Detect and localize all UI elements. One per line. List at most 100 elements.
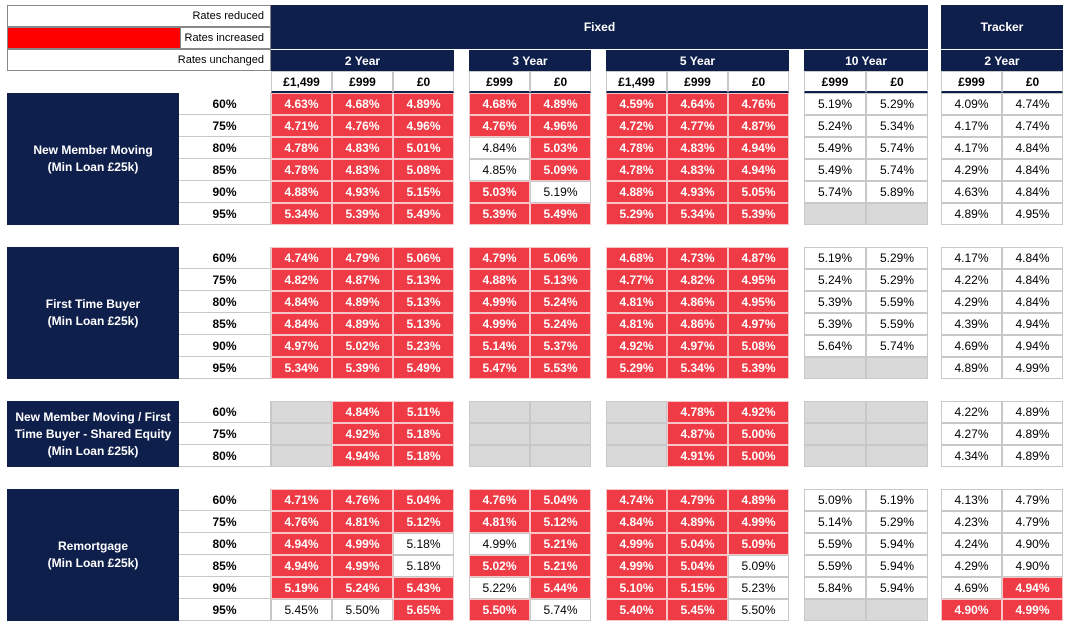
rate-cell-ten-0 [804, 357, 866, 379]
rate-cell-two-1: 4.99% [332, 555, 393, 577]
rate-cell-two-1: 4.94% [332, 445, 393, 467]
rate-cell-ten-1: 5.19% [866, 489, 928, 511]
rate-cell-five-0 [606, 423, 667, 445]
rate-cell-two-2: 5.01% [393, 137, 454, 159]
rate-cell-three-1 [530, 423, 591, 445]
rate-cell-five-1: 4.86% [667, 291, 728, 313]
rate-cell-tracker-0: 4.39% [941, 313, 1002, 335]
rate-cell-three-1: 4.96% [530, 115, 591, 137]
rate-cell-ten-1 [866, 599, 928, 621]
rate-cell-three-1: 5.13% [530, 269, 591, 291]
rate-cell-three-0 [469, 423, 530, 445]
rate-cell-ten-0 [804, 203, 866, 225]
rate-cell-two-2: 5.43% [393, 577, 454, 599]
ltv-label: 90% [179, 335, 271, 357]
rate-cell-two-1: 4.76% [332, 489, 393, 511]
rate-cell-tracker-0: 4.22% [941, 269, 1002, 291]
fee-header-ten-0: £999 [804, 71, 866, 93]
rate-cell-five-0 [606, 445, 667, 467]
rate-cell-ten-1: 5.94% [866, 577, 928, 599]
rate-cell-tracker-0: 4.29% [941, 555, 1002, 577]
rate-cell-ten-1: 5.59% [866, 313, 928, 335]
rate-cell-tracker-1: 4.84% [1002, 181, 1063, 203]
section-label-2-label_line2: Time Buyer - Shared Equity [14, 426, 172, 441]
fee-header-tracker-1: £0 [1002, 71, 1063, 93]
rate-cell-ten-1: 5.89% [866, 181, 928, 203]
rate-cell-five-1: 4.87% [667, 423, 728, 445]
rate-cell-three-1: 5.24% [530, 291, 591, 313]
rate-cell-ten-1: 5.94% [866, 533, 928, 555]
rate-cell-five-1: 5.04% [667, 533, 728, 555]
rate-cell-three-0: 4.99% [469, 313, 530, 335]
fee-header-ten-1: £0 [866, 71, 928, 93]
rate-cell-tracker-1: 4.79% [1002, 511, 1063, 533]
rate-cell-three-0 [469, 401, 530, 423]
rate-cell-ten-1 [866, 357, 928, 379]
rate-cell-three-0 [469, 445, 530, 467]
rate-cell-two-0: 5.34% [271, 203, 332, 225]
rate-cell-two-2: 5.11% [393, 401, 454, 423]
ltv-label: 60% [179, 247, 271, 269]
rate-cell-two-0: 4.71% [271, 115, 332, 137]
rate-cell-tracker-1: 4.89% [1002, 423, 1063, 445]
rate-cell-three-0: 4.99% [469, 533, 530, 555]
rate-cell-five-1: 4.83% [667, 159, 728, 181]
rate-cell-three-1: 5.24% [530, 313, 591, 335]
rate-cell-two-0: 4.76% [271, 511, 332, 533]
rate-cell-five-0: 4.88% [606, 181, 667, 203]
rate-cell-two-2: 5.06% [393, 247, 454, 269]
rate-cell-five-0: 5.40% [606, 599, 667, 621]
rate-cell-five-2: 4.95% [728, 291, 789, 313]
ltv-label: 90% [179, 181, 271, 203]
section-label-2-label_line1: New Member Moving / First [15, 409, 171, 424]
rate-cell-two-0: 4.78% [271, 159, 332, 181]
fee-header-five-2: £0 [728, 71, 789, 93]
rate-cell-two-0: 4.88% [271, 181, 332, 203]
legend-rates-increased: Rates increased [7, 27, 271, 49]
rate-cell-two-0: 5.45% [271, 599, 332, 621]
rate-cell-tracker-0: 4.17% [941, 247, 1002, 269]
rate-cell-five-0: 4.78% [606, 159, 667, 181]
fee-header-three-0: £999 [469, 71, 530, 93]
rate-cell-two-1: 5.02% [332, 335, 393, 357]
ltv-label: 95% [179, 357, 271, 379]
rate-cell-five-0: 4.68% [606, 247, 667, 269]
rate-cell-ten-1: 5.29% [866, 269, 928, 291]
legend-increased-swatch [8, 28, 180, 48]
rate-cell-two-0 [271, 445, 332, 467]
rate-cell-ten-1: 5.74% [866, 137, 928, 159]
rate-cell-tracker-0: 4.63% [941, 181, 1002, 203]
rate-cell-ten-1: 5.29% [866, 247, 928, 269]
rate-cell-three-0: 5.39% [469, 203, 530, 225]
rate-cell-tracker-1: 4.99% [1002, 357, 1063, 379]
rate-cell-tracker-1: 4.84% [1002, 137, 1063, 159]
section-label-0: New Member Moving (Min Loan £25k) [7, 93, 179, 225]
rate-cell-ten-1: 5.74% [866, 159, 928, 181]
rate-cell-five-0: 4.84% [606, 511, 667, 533]
rate-cell-five-2: 5.50% [728, 599, 789, 621]
rate-cell-two-1: 5.50% [332, 599, 393, 621]
rate-cell-two-0: 5.34% [271, 357, 332, 379]
legend-rates-reduced: Rates reduced [7, 5, 271, 27]
rate-cell-five-2: 5.08% [728, 335, 789, 357]
rate-cell-ten-0 [804, 401, 866, 423]
rate-cell-two-2: 5.15% [393, 181, 454, 203]
rate-cell-tracker-0: 4.17% [941, 137, 1002, 159]
rate-cell-tracker-0: 4.89% [941, 357, 1002, 379]
fee-header-five-1: £999 [667, 71, 728, 93]
rate-cell-ten-0 [804, 445, 866, 467]
rate-cell-five-2: 4.95% [728, 269, 789, 291]
rate-cell-three-0: 4.76% [469, 115, 530, 137]
rate-cell-five-0: 4.78% [606, 137, 667, 159]
rate-cell-two-1: 4.68% [332, 93, 393, 115]
rate-cell-two-1: 4.89% [332, 313, 393, 335]
rate-cell-two-1: 4.92% [332, 423, 393, 445]
rate-cell-ten-1: 5.29% [866, 511, 928, 533]
rate-cell-tracker-0: 4.69% [941, 577, 1002, 599]
rate-cell-two-2: 5.13% [393, 291, 454, 313]
header-term-5-year: 5 Year [606, 49, 789, 71]
rate-cell-three-1: 5.06% [530, 247, 591, 269]
section-label-2-label_line3: (Min Loan £25k) [47, 443, 139, 458]
rate-cell-tracker-1: 4.84% [1002, 291, 1063, 313]
legend-rates-reduced-label: Rates reduced [192, 10, 264, 22]
